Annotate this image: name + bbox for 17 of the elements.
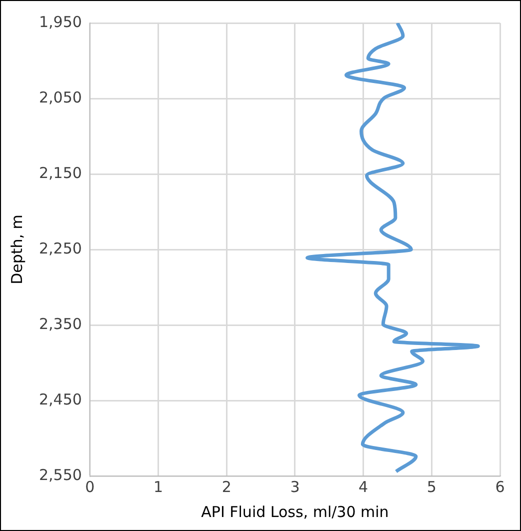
x-axis-title: API Fluid Loss, ml/30 min	[201, 502, 389, 521]
y-tick-label: 2,450	[38, 390, 82, 408]
y-tick-label: 1,950	[38, 12, 82, 31]
y-tick-label: 2,550	[38, 466, 82, 484]
x-tick-label: 4	[358, 478, 368, 496]
x-tick-label: 0	[85, 478, 95, 496]
x-tick-label: 5	[426, 478, 436, 496]
y-axis-title: Depth, m	[8, 214, 26, 284]
y-tick-label: 2,350	[38, 314, 82, 333]
x-tick-label: 1	[154, 478, 164, 496]
x-tick-label: 3	[290, 478, 300, 496]
y-tick-label: 2,250	[38, 239, 82, 258]
x-tick-label: 2	[222, 478, 232, 496]
y-tick-label: 2,050	[38, 88, 82, 106]
y-tick-label: 2,150	[38, 164, 82, 182]
x-tick-label: 6	[495, 478, 505, 496]
line-series	[306, 23, 480, 474]
